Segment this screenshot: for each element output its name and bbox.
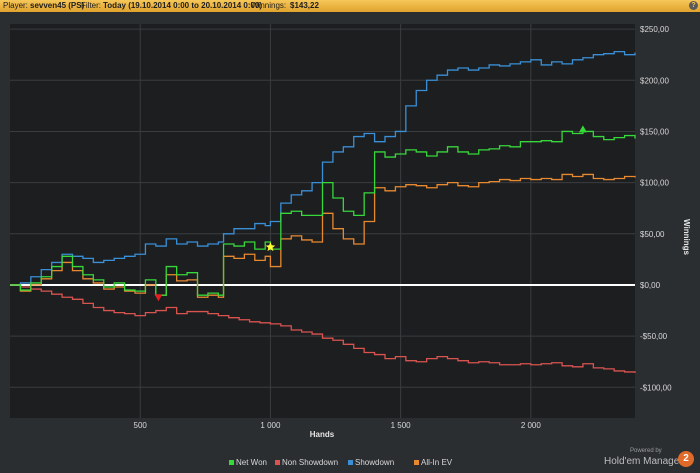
filter-header-bar: Player: sevven45 (PS) Filter: Today (19.… [0, 0, 700, 12]
legend-label: Showdown [355, 458, 394, 467]
y-tick-label: $50,00 [640, 230, 665, 239]
product-name: Hold'em Manager [604, 456, 683, 467]
x-tick-label: 1 000 [260, 421, 281, 430]
y-axis-ticks: $250,00 $200,00 $150,00 $100,00 $50,00 $0,00 -… [640, 25, 672, 392]
logo-badge: 2 [678, 451, 694, 467]
star-marker [265, 242, 276, 252]
y-tick-label: $200,00 [640, 76, 669, 85]
x-tick-label: 500 [134, 421, 148, 430]
legend-label: Net Won [236, 458, 267, 467]
x-axis-ticks: 500 1 000 1 500 2 000 [134, 421, 542, 430]
holdem-manager-logo: Powered by Hold'em Manager 2 [604, 448, 698, 470]
series-line-all-in-ev [10, 173, 636, 298]
series-line-net-won [10, 130, 636, 296]
triangle-down-marker [154, 294, 163, 302]
event-markers [154, 125, 587, 302]
help-icon[interactable]: ? [689, 1, 698, 10]
filter-value[interactable]: Today (19.10.2014 0:00 to 20.10.2014 0:0… [103, 1, 263, 10]
y-axis-title: Winnings [682, 219, 691, 255]
legend-label: All-In EV [421, 458, 453, 467]
winnings-label: Winnings: [251, 1, 287, 10]
legend-swatch [348, 460, 353, 465]
x-tick-label: 2 000 [521, 421, 542, 430]
winnings-graph: $250,00 $200,00 $150,00 $100,00 $50,00 $0,00 -… [10, 24, 691, 467]
filter-label: Filter: [81, 1, 101, 10]
x-axis-title: Hands [310, 430, 335, 439]
series-line-non-showdown [10, 284, 636, 373]
player-value[interactable]: sevven45 (PS) [30, 1, 85, 10]
legend-label: Non Showdown [282, 458, 338, 467]
legend-swatch [229, 460, 234, 465]
legend-swatch [275, 460, 280, 465]
y-tick-label: $250,00 [640, 25, 669, 34]
y-tick-label: $150,00 [640, 127, 669, 136]
y-tick-label: -$100,00 [640, 383, 672, 392]
triangle-up-marker [578, 125, 587, 133]
x-tick-label: 1 500 [391, 421, 412, 430]
series-lines [10, 50, 636, 373]
legend: Net Won Non Showdown Showdown All-In EV [229, 458, 453, 467]
series-line-showdown [10, 50, 636, 286]
y-tick-label: -$50,00 [640, 332, 668, 341]
y-tick-label: $100,00 [640, 179, 669, 188]
winnings-value: $143,22 [290, 1, 319, 10]
legend-swatch [414, 460, 419, 465]
powered-by-text: Powered by [630, 448, 662, 454]
y-tick-label: $0,00 [640, 281, 661, 290]
player-label: Player: [3, 1, 28, 10]
